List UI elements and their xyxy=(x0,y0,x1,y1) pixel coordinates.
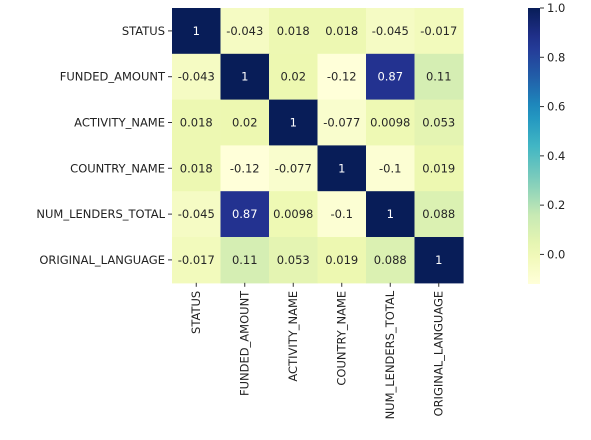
heatmap-cell xyxy=(414,8,464,55)
cell-value-label: -0.045 xyxy=(178,207,215,221)
heatmap-cell xyxy=(366,237,416,284)
colorbar-tick-label: 0.8 xyxy=(547,50,565,64)
colorbar-tick-label: 1.0 xyxy=(547,1,565,15)
x-axis: STATUS FUNDED_AMOUNT ACTIVITY_NAME COUNTRY_… xyxy=(189,282,446,419)
heatmap-cell xyxy=(172,237,222,284)
x-tick-label: FUNDED_AMOUNT xyxy=(238,290,252,396)
cell-value-label: -0.1 xyxy=(379,161,401,175)
cell-value-label: 0.0098 xyxy=(370,116,410,130)
y-tick-label: STATUS xyxy=(122,24,165,38)
heatmap-cell xyxy=(269,99,319,146)
colorbar-gradient xyxy=(528,8,540,284)
cell-value-label: 1 xyxy=(387,207,394,221)
heatmap-cell xyxy=(220,8,270,55)
heatmap-cell xyxy=(269,145,319,192)
heatmap-cell xyxy=(317,8,367,55)
cell-value-label: 0.019 xyxy=(422,161,455,175)
cell-value-label: -0.043 xyxy=(226,24,263,38)
heatmap-cell xyxy=(220,53,270,101)
colorbar-tick-label: 0.6 xyxy=(547,100,565,114)
cell-value-label: 0.088 xyxy=(422,207,455,221)
cell-value-label: 1 xyxy=(241,70,248,84)
y-tick-label: FUNDED_AMOUNT xyxy=(60,70,166,84)
colorbar: 0.0 0.2 0.4 0.6 0.8 1.0 xyxy=(528,1,565,284)
cell-value-label: 1 xyxy=(193,24,200,38)
heatmap-cell xyxy=(317,191,367,238)
heatmap-cell xyxy=(269,191,319,238)
heatmap-cell xyxy=(220,191,270,238)
heatmap-cell xyxy=(414,53,464,101)
cell-value-label: 0.02 xyxy=(232,116,258,130)
heatmap-cell xyxy=(220,145,270,192)
cell-value-label: 0.053 xyxy=(277,253,310,267)
cell-value-label: 1 xyxy=(338,161,345,175)
cell-value-label: -0.077 xyxy=(323,116,360,130)
cell-value-label: -0.12 xyxy=(230,161,260,175)
cell-value-label: -0.077 xyxy=(275,161,312,175)
heatmap-cell xyxy=(269,237,319,284)
cell-value-label: 0.018 xyxy=(180,116,213,130)
cell-value-label: 0.018 xyxy=(277,24,310,38)
cell-annotations: 1 -0.043 0.018 0.018 -0.045 -0.017 -0.043 1 0.02… xyxy=(178,24,458,267)
x-tick-label: STATUS xyxy=(189,291,203,334)
heatmap-cell xyxy=(220,99,270,146)
cell-value-label: 0.053 xyxy=(422,116,455,130)
heatmap-cell xyxy=(269,8,319,55)
heatmap-cell xyxy=(414,145,464,192)
x-tick-label: ACTIVITY_NAME xyxy=(286,291,300,382)
cell-value-label: 0.11 xyxy=(426,70,452,84)
x-tick-label: ORIGINAL_LANGUAGE xyxy=(432,291,446,417)
y-tick-label: ORIGINAL_LANGUAGE xyxy=(39,253,165,267)
cell-value-label: 0.018 xyxy=(180,161,213,175)
heatmap-cell xyxy=(172,53,222,101)
cell-value-label: -0.017 xyxy=(178,253,215,267)
heatmap-cell xyxy=(366,8,416,55)
y-tick-label: NUM_LENDERS_TOTAL xyxy=(36,207,165,221)
x-tick-label: COUNTRY_NAME xyxy=(335,291,349,386)
heatmap-cell xyxy=(172,99,222,146)
y-axis: STATUS FUNDED_AMOUNT ACTIVITY_NAME COUNTRY_… xyxy=(36,24,172,267)
heatmap-cell xyxy=(366,145,416,192)
cell-value-label: 0.87 xyxy=(377,70,403,84)
heatmap-cell xyxy=(317,53,367,101)
heatmap-cell xyxy=(414,191,464,238)
y-tick-label: ACTIVITY_NAME xyxy=(74,116,165,130)
heatmap-cell xyxy=(172,191,222,238)
colorbar-tick-label: 0.0 xyxy=(547,247,565,261)
heatmap-cell xyxy=(220,237,270,284)
heatmap-cell xyxy=(317,99,367,146)
cell-value-label: 0.02 xyxy=(280,70,306,84)
cell-value-label: 0.088 xyxy=(374,253,407,267)
cell-value-label: -0.12 xyxy=(327,70,357,84)
heatmap-cell xyxy=(317,237,367,284)
y-tick-label: COUNTRY_NAME xyxy=(70,161,165,175)
cell-value-label: -0.1 xyxy=(331,207,353,221)
heatmap-cells xyxy=(172,8,464,284)
heatmap-cell xyxy=(366,191,416,238)
colorbar-tick-label: 0.4 xyxy=(547,149,565,163)
cell-value-label: 0.018 xyxy=(325,24,358,38)
cell-value-label: 0.0098 xyxy=(273,207,313,221)
cell-value-label: -0.045 xyxy=(372,24,409,38)
heatmap-cell xyxy=(414,237,464,284)
cell-value-label: 0.87 xyxy=(232,207,258,221)
cell-value-label: 1 xyxy=(290,116,297,130)
heatmap-cell xyxy=(366,53,416,101)
cell-value-label: 0.11 xyxy=(232,253,258,267)
heatmap-cell xyxy=(317,145,367,192)
heatmap-cell xyxy=(414,99,464,146)
cell-value-label: 1 xyxy=(435,253,442,267)
cell-value-label: 0.019 xyxy=(325,253,358,267)
heatmap-cell xyxy=(172,145,222,192)
heatmap-cell xyxy=(269,53,319,101)
colorbar-tick-label: 0.2 xyxy=(547,198,565,212)
heatmap-cell xyxy=(366,99,416,146)
cell-value-label: -0.017 xyxy=(420,24,457,38)
x-tick-label: NUM_LENDERS_TOTAL xyxy=(383,290,397,419)
cell-value-label: -0.043 xyxy=(178,70,215,84)
heatmap-cell xyxy=(172,8,222,55)
